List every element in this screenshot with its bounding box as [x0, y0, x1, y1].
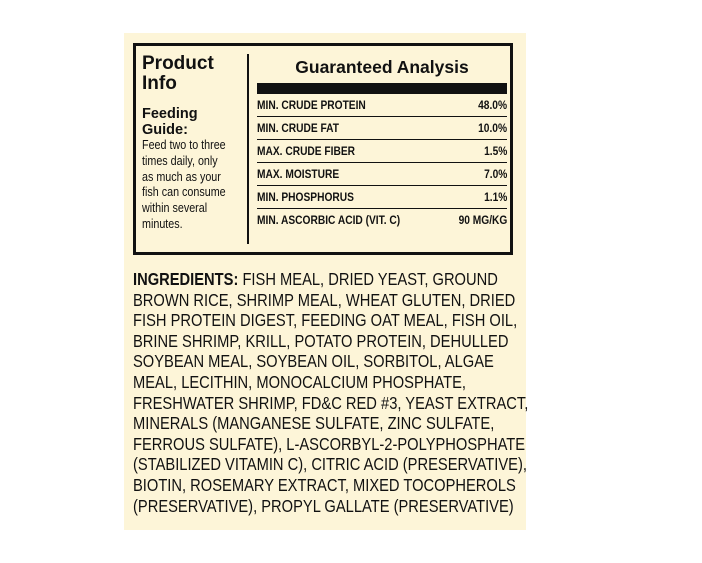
product-info: Product Info Feeding Guide: Feed two to …	[142, 54, 242, 233]
row-label: MIN. ASCORBIC ACID (VIT. C)	[257, 213, 401, 227]
ingredients-line: BIOTIN, ROSEMARY EXTRACT, MIXED TOCOPHER…	[133, 474, 516, 495]
row-label: MAX. CRUDE FIBER	[257, 144, 356, 158]
label-panel: Product Info Feeding Guide: Feed two to …	[124, 33, 529, 530]
feeding-line: as much as your	[142, 169, 221, 184]
ingredients-line: INGREDIENTS: FISH MEAL, DRIED YEAST, GRO…	[133, 269, 511, 290]
feeding-title-line: Guide:	[142, 122, 188, 138]
feeding-line: times daily, only	[142, 153, 218, 168]
ingredients-heading: INGREDIENTS:	[133, 269, 239, 289]
analysis-table: MIN. CRUDE PROTEIN 48.0% MIN. CRUDE FAT 10…	[257, 94, 507, 231]
product-info-title: Product Info	[142, 54, 242, 94]
ingredients-line: MINERALS (MANGANESE SULFATE, ZINC SULFAT…	[133, 413, 495, 434]
ingredients-line: FERROUS SULFATE), L-ASCORBYL-2-POLYPHOSP…	[133, 433, 526, 454]
row-label: MIN. PHOSPHORUS	[257, 190, 354, 204]
feeding-line: within several	[142, 201, 208, 216]
row-value: 48.0%	[478, 98, 507, 112]
row-value: 1.1%	[483, 190, 507, 204]
row-label: MIN. CRUDE FAT	[257, 121, 339, 135]
feeding-guide-title: Feeding Guide:	[142, 106, 242, 138]
analysis-row: MIN. CRUDE PROTEIN 48.0%	[257, 94, 507, 117]
feeding-line: minutes.	[142, 216, 183, 231]
ingredients: INGREDIENTS: FISH MEAL, DRIED YEAST, GRO…	[133, 269, 529, 516]
ingredients-line: BROWN RICE, SHRIMP MEAL, WHEAT GLUTEN, D…	[133, 289, 516, 310]
info-box: Product Info Feeding Guide: Feed two to …	[133, 43, 513, 255]
ingredients-line: MEAL, LECITHIN, MONOCALCIUM PHOSPHATE,	[133, 371, 466, 392]
row-value: 7.0%	[483, 167, 507, 181]
row-label: MIN. CRUDE PROTEIN	[257, 98, 366, 112]
ingredients-line: SOYBEAN MEAL, SOYBEAN OIL, SORBITOL, ALG…	[133, 351, 494, 372]
vertical-divider	[247, 54, 249, 244]
row-value: 1.5%	[483, 144, 507, 158]
ingredients-line: BRINE SHRIMP, KRILL, POTATO PROTEIN, DEH…	[133, 330, 509, 351]
row-value: 90 MG/KG	[458, 213, 507, 227]
title-line: Info	[142, 73, 177, 94]
feeding-line: fish can consume	[142, 185, 226, 200]
title-line: Product	[142, 53, 214, 74]
feeding-title-line: Feeding	[142, 106, 198, 122]
analysis-row: MIN. CRUDE FAT 10.0%	[257, 117, 507, 140]
header-bar	[257, 83, 507, 94]
analysis-row: MIN. PHOSPHORUS 1.1%	[257, 186, 507, 209]
ingredients-line: (STABILIZED VITAMIN C), CITRIC ACID (PRE…	[133, 454, 527, 475]
guaranteed-analysis: Guaranteed Analysis MIN. CRUDE PROTEIN 48…	[257, 46, 507, 231]
row-value: 10.0%	[478, 121, 507, 135]
analysis-row: MAX. CRUDE FIBER 1.5%	[257, 140, 507, 163]
analysis-row: MIN. ASCORBIC ACID (VIT. C) 90 MG/KG	[257, 209, 507, 231]
analysis-title: Guaranteed Analysis	[295, 57, 469, 77]
ingredients-line: FISH PROTEIN DIGEST, FEEDING OAT MEAL, F…	[133, 310, 518, 331]
feeding-guide-text: Feed two to three times daily, only as m…	[142, 138, 243, 233]
ingredients-text: FISH MEAL, DRIED YEAST, GROUND	[238, 269, 498, 289]
ingredients-line: FRESHWATER SHRIMP, FD&C RED #3, YEAST EX…	[133, 392, 529, 413]
analysis-row: MAX. MOISTURE 7.0%	[257, 163, 507, 186]
feeding-line: Feed two to three	[142, 138, 226, 152]
ingredients-line: (PRESERVATIVE), PROPYL GALLATE (PRESERVA…	[133, 495, 514, 516]
row-label: MAX. MOISTURE	[257, 167, 340, 181]
